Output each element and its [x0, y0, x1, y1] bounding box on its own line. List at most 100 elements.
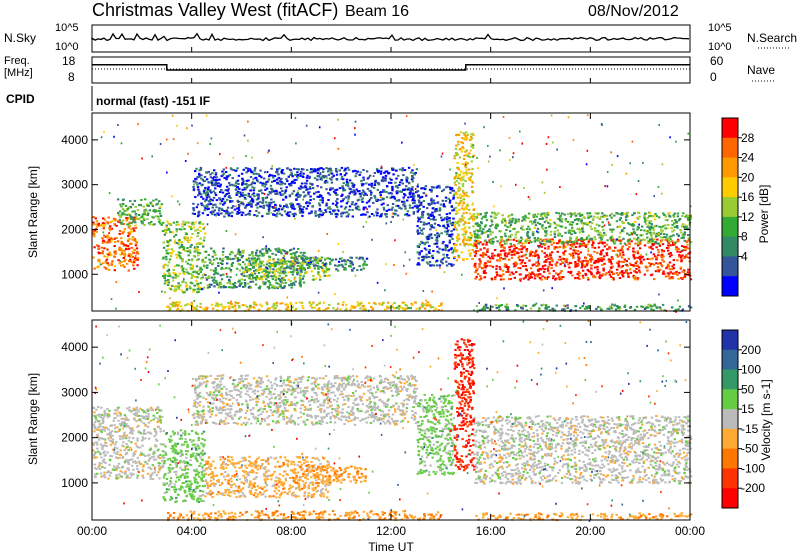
power-cell	[365, 257, 369, 260]
power-cell	[506, 225, 509, 228]
power-cell	[277, 207, 281, 210]
power-cell	[544, 234, 547, 237]
power-cell	[340, 200, 343, 203]
power-cell	[666, 238, 669, 241]
power-cell	[182, 272, 185, 274]
power-cell	[196, 284, 200, 287]
power-cell	[570, 270, 573, 273]
power-cell	[519, 267, 522, 270]
power-cell	[245, 182, 248, 185]
power-cell	[531, 271, 534, 274]
power-cell	[506, 270, 510, 273]
power-cell	[264, 171, 267, 174]
power-cell	[464, 180, 467, 182]
power-cell	[252, 276, 255, 279]
power-cell	[407, 181, 411, 184]
power-cell	[493, 249, 497, 251]
power-cell	[685, 254, 688, 257]
power-cell	[587, 253, 590, 256]
power-cell	[221, 208, 224, 211]
power-cell	[537, 238, 540, 241]
power-cell	[577, 218, 580, 220]
power-cell	[395, 199, 398, 202]
power-cell	[625, 263, 628, 266]
power-cell	[350, 261, 354, 264]
power-cell	[108, 229, 112, 232]
power-cell	[508, 221, 511, 224]
power-cell	[250, 272, 254, 274]
power-cell	[217, 209, 221, 212]
power-cell	[305, 271, 309, 274]
power-cell	[130, 253, 133, 256]
power-cell	[464, 226, 467, 229]
power-cell	[442, 240, 445, 243]
power-cell	[636, 242, 639, 245]
power-cell	[452, 196, 455, 199]
power-cell	[211, 307, 215, 310]
power-cell	[631, 214, 634, 217]
power-cell	[441, 190, 444, 193]
power-cell	[516, 305, 519, 308]
power-cell	[278, 263, 281, 266]
power-cell	[195, 305, 199, 308]
power-cell	[268, 270, 272, 273]
power-cell	[555, 242, 559, 245]
power-cell	[253, 182, 256, 185]
power-cell	[531, 234, 535, 237]
power-cell	[97, 248, 100, 250]
power-cell	[289, 174, 292, 176]
power-cell	[661, 250, 664, 253]
power-cell	[662, 270, 665, 273]
power-cell	[236, 258, 240, 261]
power-cell	[514, 309, 517, 312]
power-cell	[249, 195, 252, 198]
power-cell	[363, 307, 367, 310]
power-cell	[560, 218, 564, 221]
power-cell	[348, 179, 352, 182]
power-cell	[262, 275, 265, 278]
power-cell	[503, 219, 507, 222]
power-cell	[217, 264, 220, 267]
power-cell	[329, 208, 332, 211]
power-cell	[413, 173, 416, 176]
power-cell	[322, 301, 326, 304]
power-cell	[579, 251, 582, 254]
power-cell	[563, 308, 567, 311]
power-cell	[196, 228, 199, 231]
power-cell	[242, 267, 245, 270]
power-cell	[443, 226, 447, 229]
power-cell	[211, 263, 214, 266]
power-cell	[328, 257, 332, 260]
power-cell	[175, 242, 179, 244]
power-cell	[470, 137, 474, 140]
power-cell	[651, 247, 654, 250]
power-cell	[481, 267, 484, 270]
power-cell	[442, 203, 445, 206]
power-cell	[600, 238, 603, 241]
power-cell	[174, 233, 178, 236]
power-cell	[274, 279, 277, 282]
power-cell	[238, 259, 241, 261]
power-cell	[253, 307, 256, 309]
power-cell	[258, 268, 261, 271]
power-cell	[268, 271, 271, 274]
power-cell	[472, 215, 476, 218]
power-cell	[281, 172, 284, 175]
power-cell	[203, 188, 206, 191]
power-cell	[336, 198, 339, 200]
power-cell	[95, 223, 98, 226]
power-cell	[448, 217, 451, 220]
power-cell	[271, 189, 274, 192]
power-cell	[92, 223, 95, 226]
power-cell	[408, 214, 411, 217]
power-cell	[272, 308, 276, 310]
power-cell	[506, 306, 509, 309]
power-cell	[260, 271, 264, 274]
power-cell	[561, 240, 565, 243]
power-cell	[324, 270, 328, 273]
power-cell	[213, 209, 216, 212]
power-cell	[120, 249, 124, 252]
power-cell	[426, 241, 429, 244]
power-cell	[241, 261, 245, 264]
power-cell	[614, 246, 617, 249]
